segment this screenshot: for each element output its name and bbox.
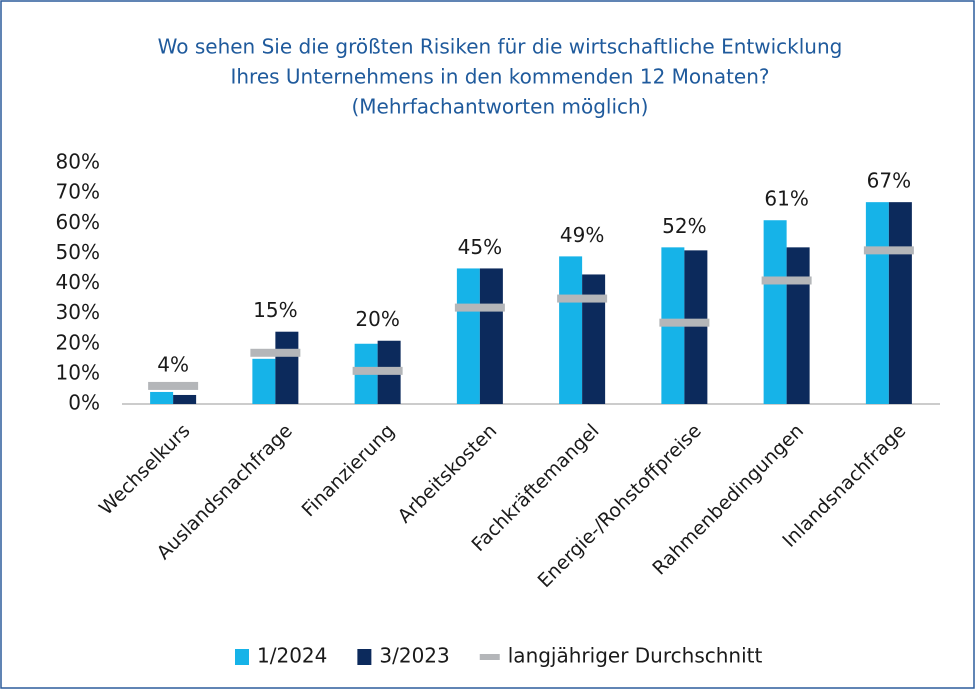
chart-subtitle: (Mehrfachantworten möglich) xyxy=(351,95,648,119)
average-marker xyxy=(148,381,199,390)
legend-label: langjähriger Durchschnitt xyxy=(508,644,763,668)
legend-swatch xyxy=(235,649,249,665)
bar xyxy=(275,331,299,404)
bar xyxy=(150,391,174,404)
data-label: 49% xyxy=(560,223,604,247)
bar xyxy=(456,268,480,404)
y-tick-label: 70% xyxy=(56,180,100,204)
bar xyxy=(252,358,276,404)
data-label: 61% xyxy=(764,187,808,211)
average-marker xyxy=(250,348,301,357)
average-marker xyxy=(454,303,505,312)
bar xyxy=(582,274,606,404)
average-marker xyxy=(659,318,710,327)
y-tick-label: 50% xyxy=(56,240,100,264)
bar xyxy=(763,220,787,404)
y-tick-label: 20% xyxy=(56,330,100,354)
legend-label: 3/2023 xyxy=(379,644,449,668)
average-marker xyxy=(761,276,812,285)
legend-swatch xyxy=(357,649,372,665)
y-tick-label: 30% xyxy=(56,300,100,324)
bar xyxy=(865,202,889,404)
data-label: 4% xyxy=(157,352,189,376)
bar xyxy=(173,394,197,404)
data-label: 52% xyxy=(662,214,706,238)
average-marker xyxy=(352,366,403,375)
y-tick-label: 60% xyxy=(56,210,100,234)
y-tick-label: 40% xyxy=(56,270,100,294)
average-marker xyxy=(863,246,914,255)
data-label: 67% xyxy=(867,169,911,193)
data-label: 45% xyxy=(458,235,502,259)
bar xyxy=(786,247,810,404)
data-label: 20% xyxy=(355,307,399,331)
bar xyxy=(559,256,583,404)
bar xyxy=(888,202,912,404)
average-marker xyxy=(557,294,608,303)
legend-swatch xyxy=(479,654,500,660)
chart-title: Ihres Unternehmens in den kommenden 12 M… xyxy=(230,65,769,89)
y-tick-label: 10% xyxy=(56,360,100,384)
data-label: 15% xyxy=(253,298,297,322)
legend-label: 1/2024 xyxy=(257,644,327,668)
chart-title: Wo sehen Sie die größten Risiken für die… xyxy=(158,35,843,59)
y-tick-label: 0% xyxy=(68,391,100,415)
y-tick-label: 80% xyxy=(56,150,100,174)
bar xyxy=(684,250,708,404)
bar xyxy=(479,268,503,404)
